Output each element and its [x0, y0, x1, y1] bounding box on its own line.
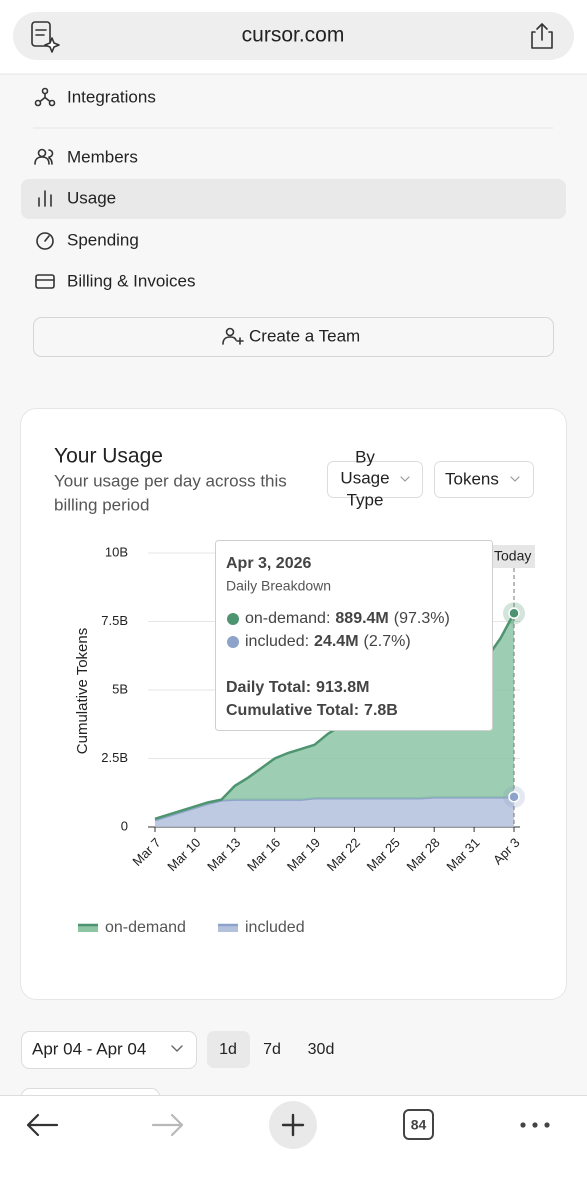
select-label[interactable]: Type [347, 490, 384, 509]
nav-item[interactable]: Usage [67, 188, 116, 207]
tooltip-total-value: 913.8M [316, 679, 369, 696]
tooltip-dot [227, 613, 239, 625]
chevron [400, 476, 410, 482]
period-button[interactable]: 7d [263, 1041, 281, 1058]
chevron [171, 1045, 183, 1052]
tooltip-total-label: Daily Total: [226, 679, 311, 696]
tabs-button[interactable] [403, 1109, 434, 1140]
back-button[interactable] [26, 1113, 59, 1137]
legend-label: included [245, 919, 305, 936]
tooltip-total-label: Cumulative Total: [226, 702, 359, 719]
members-icon [34, 148, 54, 165]
point [508, 607, 520, 620]
tooltip-share: (97.3%) [394, 610, 450, 627]
y-tick-label: 0 [121, 818, 128, 833]
reader-icon[interactable] [31, 21, 60, 53]
point [508, 791, 520, 803]
tooltip-date: Apr 3, 2026 [226, 555, 311, 572]
y-axis-title: Cumulative Tokens [74, 628, 91, 754]
tab-count[interactable]: 84 [411, 1117, 427, 1133]
tooltip-label: on-demand: [245, 610, 330, 627]
period-button[interactable]: 1d [219, 1041, 237, 1058]
tooltip-value: 889.4M [335, 610, 388, 627]
date-range-select[interactable] [21, 1031, 197, 1069]
tooltip-row: on-demand: 889.4M (97.3%) [245, 610, 450, 627]
y-tick-label: 2.5B [101, 750, 128, 765]
spending-icon [36, 232, 54, 250]
legend-label: on-demand [105, 919, 186, 936]
integrations-icon [34, 87, 56, 107]
card-subtitle: Your usage per day across this [54, 471, 287, 490]
legend-swatch [78, 925, 98, 932]
nav-item[interactable]: Integrations [67, 87, 156, 106]
tooltip-subtitle: Daily Breakdown [226, 578, 331, 594]
tooltip-total-value: 7.8B [364, 702, 398, 719]
card-subtitle: billing period [54, 495, 149, 514]
nav-active-bg [21, 179, 566, 219]
address-bar[interactable] [13, 12, 574, 60]
forward-button[interactable] [151, 1113, 184, 1137]
period-active-bg [207, 1031, 250, 1068]
tooltip-row: included: 24.4M (2.7%) [245, 633, 411, 650]
plus-icon [281, 1113, 305, 1137]
tooltip-value: 24.4M [314, 633, 358, 650]
nav-item[interactable]: Members [67, 147, 138, 166]
nav-item[interactable]: Billing & Invoices [67, 271, 196, 290]
tooltip [215, 540, 493, 731]
billing-icon [35, 274, 55, 289]
annotation: Today [494, 548, 531, 564]
select-label[interactable]: Tokens [445, 469, 499, 488]
area [155, 613, 514, 821]
tooltip-total: Daily Total: 913.8M [226, 679, 369, 696]
create-team-button[interactable] [33, 317, 554, 357]
group-by-select[interactable] [327, 461, 423, 498]
tooltip-dot [227, 636, 239, 648]
button-label[interactable]: Create a Team [249, 326, 360, 345]
add-user-icon [222, 327, 244, 345]
usage-icon [38, 190, 52, 207]
y-tick-label: 5B [112, 681, 128, 696]
metric-select[interactable] [434, 461, 534, 498]
legend-swatch [218, 925, 238, 932]
period-button[interactable]: 30d [308, 1041, 335, 1058]
url[interactable]: cursor.com [242, 24, 345, 47]
tooltip-label: included: [245, 633, 309, 650]
nav-item[interactable]: Spending [67, 230, 139, 249]
select-label[interactable]: Usage [340, 468, 389, 487]
today-badge [487, 545, 535, 568]
more-button[interactable] [520, 1122, 550, 1128]
tooltip-total: Cumulative Total: 7.8B [226, 702, 398, 719]
area [155, 796, 514, 827]
card-title: Your Usage [54, 445, 163, 468]
date-range[interactable]: Apr 04 - Apr 04 [32, 1039, 146, 1058]
share-icon[interactable] [531, 23, 553, 49]
chevron [510, 476, 520, 482]
y-tick-label: 10B [105, 544, 128, 559]
y-tick-label: 7.5B [101, 613, 128, 628]
select-label[interactable]: By [355, 447, 375, 466]
tooltip-share: (2.7%) [364, 633, 411, 650]
